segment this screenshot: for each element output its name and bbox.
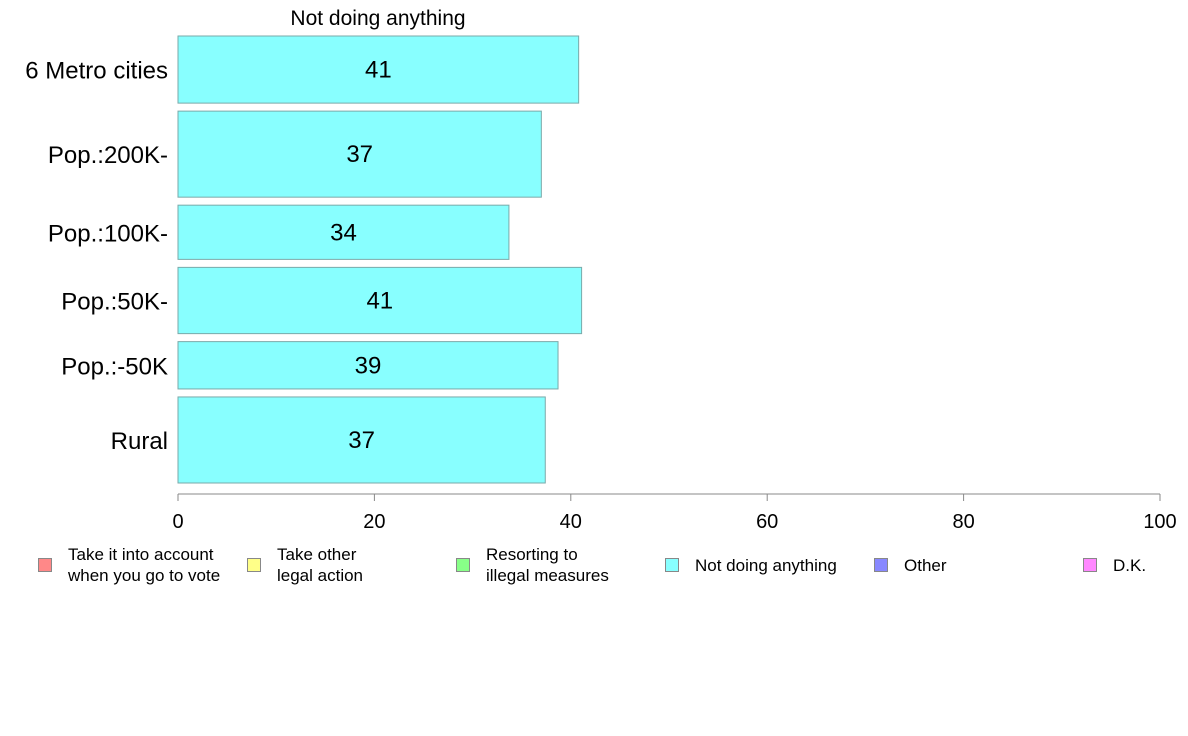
category-label: Rural xyxy=(111,428,168,455)
legend-item: D.K. xyxy=(1083,543,1146,587)
x-tick-label: 100 xyxy=(1143,511,1176,533)
data-label: 37 xyxy=(346,141,373,168)
legend-swatch xyxy=(874,558,888,572)
legend-swatch xyxy=(38,558,52,572)
bar xyxy=(177,35,580,104)
x-tick-label: 80 xyxy=(952,511,974,533)
bar xyxy=(177,396,546,484)
category-label: Pop.:100K- xyxy=(48,220,168,247)
bar xyxy=(177,266,583,335)
legend-label: Take other legal action xyxy=(277,545,364,585)
legend-swatch xyxy=(1083,558,1097,572)
data-label: 34 xyxy=(330,219,357,246)
legend-label: Take it into account when you go to vote xyxy=(68,545,221,585)
legend-swatch xyxy=(456,558,470,572)
category-label: 6 Metro cities xyxy=(25,58,168,85)
legend-item: Take other legal action xyxy=(247,543,363,587)
bar xyxy=(177,204,510,260)
legend-label: Not doing anything xyxy=(695,555,837,575)
legend-label: Resorting to illegal measures xyxy=(486,545,609,585)
chart-title: Not doing anything xyxy=(290,7,465,30)
legend-item: Other xyxy=(874,543,947,587)
category-label: Pop.:200K- xyxy=(48,142,168,169)
data-label: 41 xyxy=(365,57,392,84)
legend-label: Other xyxy=(904,555,947,575)
category-label: Pop.:50K- xyxy=(61,289,168,316)
x-tick-label: 0 xyxy=(172,511,183,533)
x-tick-label: 40 xyxy=(560,511,582,533)
legend-item: Take it into account when you go to vote xyxy=(38,543,220,587)
x-tick-label: 20 xyxy=(363,511,385,533)
legend-item: Not doing anything xyxy=(665,543,837,587)
legend-swatch xyxy=(665,558,679,572)
legend: Take it into account when you go to vote… xyxy=(0,543,1188,593)
category-label: Pop.:-50K xyxy=(61,353,168,380)
bar xyxy=(177,341,559,390)
bar xyxy=(177,110,542,198)
x-tick-label: 60 xyxy=(756,511,778,533)
data-label: 41 xyxy=(366,288,393,315)
legend-swatch xyxy=(247,558,261,572)
legend-item: Resorting to illegal measures xyxy=(456,543,609,587)
data-label: 37 xyxy=(348,427,375,454)
data-label: 39 xyxy=(355,352,382,379)
legend-label: D.K. xyxy=(1113,555,1147,575)
